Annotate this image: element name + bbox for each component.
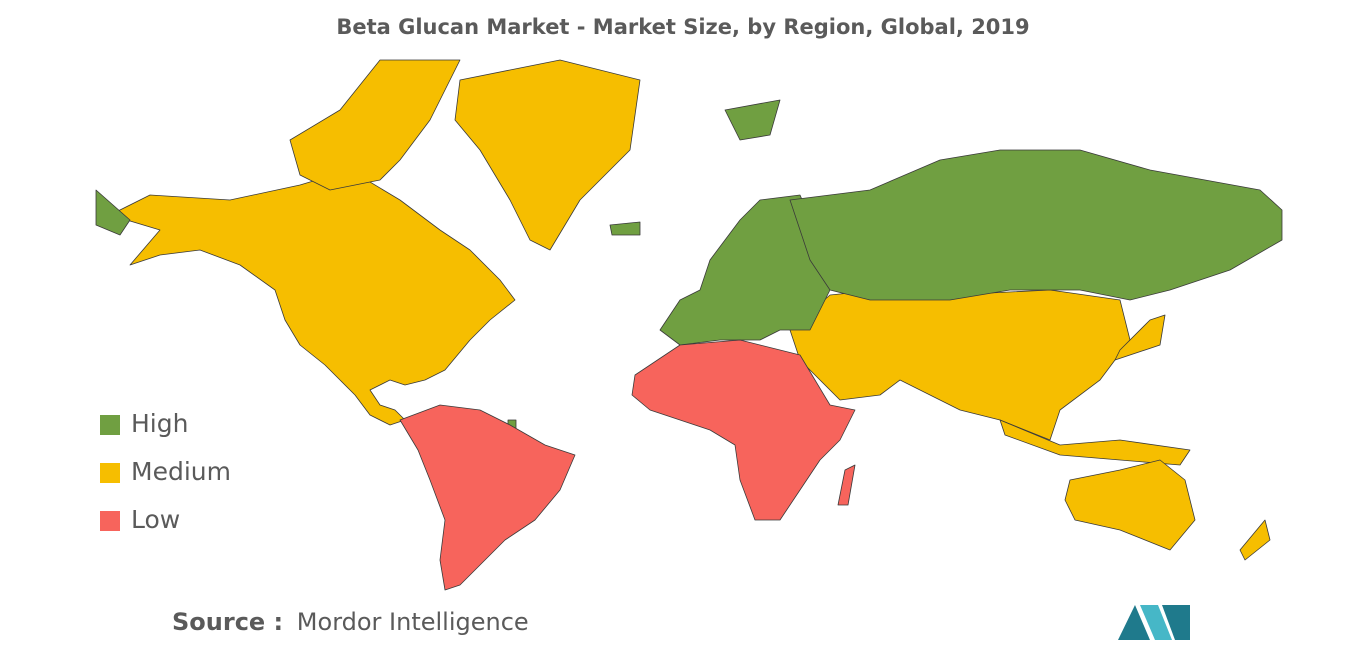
source: Source : Mordor Intelligence [172, 608, 529, 636]
new-zealand [1239, 519, 1271, 561]
title: Beta Glucan Market - Market Size, by Reg… [336, 15, 1029, 39]
africa [631, 339, 856, 521]
world-map [95, 59, 1283, 591]
legend: High Medium Low [100, 409, 231, 534]
madagascar [837, 464, 856, 506]
logo [1118, 605, 1190, 640]
source-label: Source : [172, 608, 283, 636]
south-america [399, 404, 576, 591]
legend-label: Low [131, 505, 180, 534]
iceland [609, 221, 641, 236]
greenland [454, 59, 641, 251]
legend-swatch [100, 463, 120, 483]
japan [1114, 314, 1166, 361]
legend-label: High [131, 409, 188, 438]
svalbard [724, 99, 781, 141]
legend-label: Medium [131, 457, 231, 486]
legend-swatch [100, 415, 120, 435]
russia [789, 149, 1283, 301]
north-america [109, 169, 516, 426]
australia [1064, 459, 1196, 551]
indonesia [999, 419, 1191, 466]
source-text: Mordor Intelligence [297, 608, 529, 636]
chukotka [95, 189, 131, 236]
legend-swatch [100, 511, 120, 531]
arctic-islands [289, 59, 461, 191]
